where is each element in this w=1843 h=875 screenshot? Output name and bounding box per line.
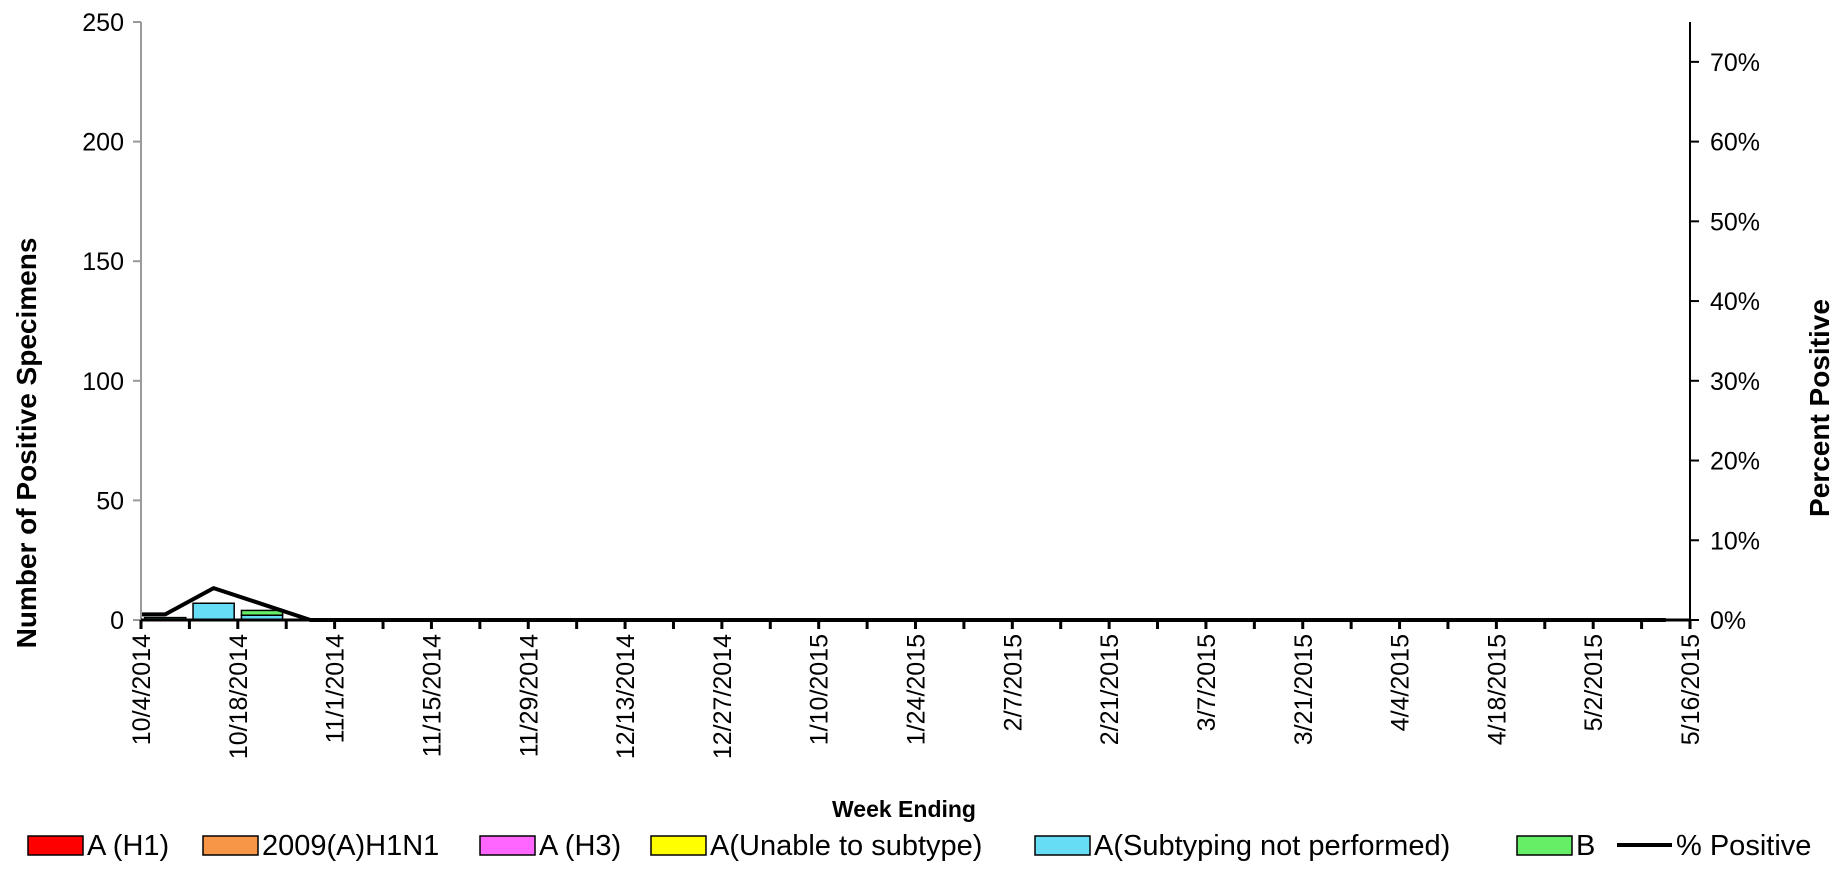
axes-group: [140, 22, 1691, 622]
y2-tick-label: 0%: [1710, 607, 1746, 635]
y2-tick-label: 10%: [1710, 527, 1760, 555]
legend-swatch: [650, 835, 707, 856]
legend-swatch: [1516, 835, 1573, 856]
y-tick-label: 250: [82, 9, 124, 37]
legend-swatch: [479, 835, 536, 856]
x-tick-label: 12/27/2014: [709, 634, 737, 759]
x-tick-label: 2/21/2015: [1096, 634, 1124, 745]
y2-tick-label: 50%: [1710, 208, 1760, 236]
x-tick-label: 5/16/2015: [1677, 634, 1705, 745]
y-tick-label: 150: [82, 248, 124, 276]
y2-axis-title: Percent Positive: [1804, 299, 1835, 517]
x-tick-label: 3/21/2015: [1290, 634, 1318, 745]
x-tick-label: 1/10/2015: [806, 634, 834, 745]
legend-item: A(Subtyping not performed): [1034, 830, 1450, 862]
legend-label: B: [1576, 830, 1595, 862]
x-tick-label: 5/2/2015: [1580, 634, 1608, 731]
y-tick-label: 50: [96, 487, 124, 515]
legend-swatch: [27, 835, 84, 856]
y2-tick-label: 20%: [1710, 448, 1760, 476]
y2-tick-label: 70%: [1710, 49, 1760, 77]
x-tick-label: 2/7/2015: [999, 634, 1027, 731]
legend-label: A(Unable to subtype): [710, 830, 982, 862]
bar-segment: [192, 602, 235, 621]
x-tick-label: 11/15/2014: [418, 634, 446, 757]
legend-label: A (H1): [87, 830, 169, 862]
x-tick-label: 11/29/2014: [515, 634, 543, 757]
y-tick-label: 0: [110, 607, 124, 635]
y-tick-label: 200: [82, 129, 124, 157]
x-tick-label: 10/18/2014: [225, 634, 253, 759]
x-tick-label: 12/13/2014: [612, 634, 640, 759]
x-tick-label: 4/4/2015: [1387, 634, 1415, 731]
ticks-group: 0 50 100 150 200 250 0% 10% 20% 30% 40% 50% 60% 70% 10…: [82, 9, 1760, 759]
x-tick-label: 10/4/2014: [128, 634, 156, 745]
legend-label: % Positive: [1676, 830, 1811, 862]
legend-label: A (H3): [539, 830, 621, 862]
legend-label: A(Subtyping not performed): [1094, 830, 1450, 862]
y2-tick-label: 40%: [1710, 288, 1760, 316]
legend-item: A(Unable to subtype): [650, 830, 982, 862]
y-axis-title: Number of Positive Specimens: [11, 238, 42, 649]
y2-tick-label: 30%: [1710, 368, 1760, 396]
y-tick-label: 100: [82, 368, 124, 396]
legend: A (H1) 2009(A)H1N1 A (H3) A(Unable to subty…: [27, 830, 1811, 862]
x-axis-title: Week Ending: [832, 796, 976, 822]
legend-item: % Positive: [1617, 830, 1811, 862]
percent-positive-line: [141, 586, 1666, 622]
legend-swatch: [1034, 835, 1091, 856]
legend-item: A (H3): [479, 830, 621, 862]
legend-item: A (H1): [27, 830, 169, 862]
bar-segment: [240, 609, 284, 616]
x-tick-label: 4/18/2015: [1483, 634, 1511, 745]
legend-label: 2009(A)H1N1: [262, 830, 439, 862]
legend-item: 2009(A)H1N1: [202, 830, 439, 862]
legend-swatch: [202, 835, 259, 856]
x-tick-label: 1/24/2015: [903, 634, 931, 745]
x-tick-label: 11/1/2014: [322, 634, 350, 743]
percent-line-group: [141, 586, 1666, 622]
legend-item: B: [1516, 830, 1595, 862]
x-tick-label: 3/7/2015: [1193, 634, 1221, 731]
y2-tick-label: 60%: [1710, 129, 1760, 157]
